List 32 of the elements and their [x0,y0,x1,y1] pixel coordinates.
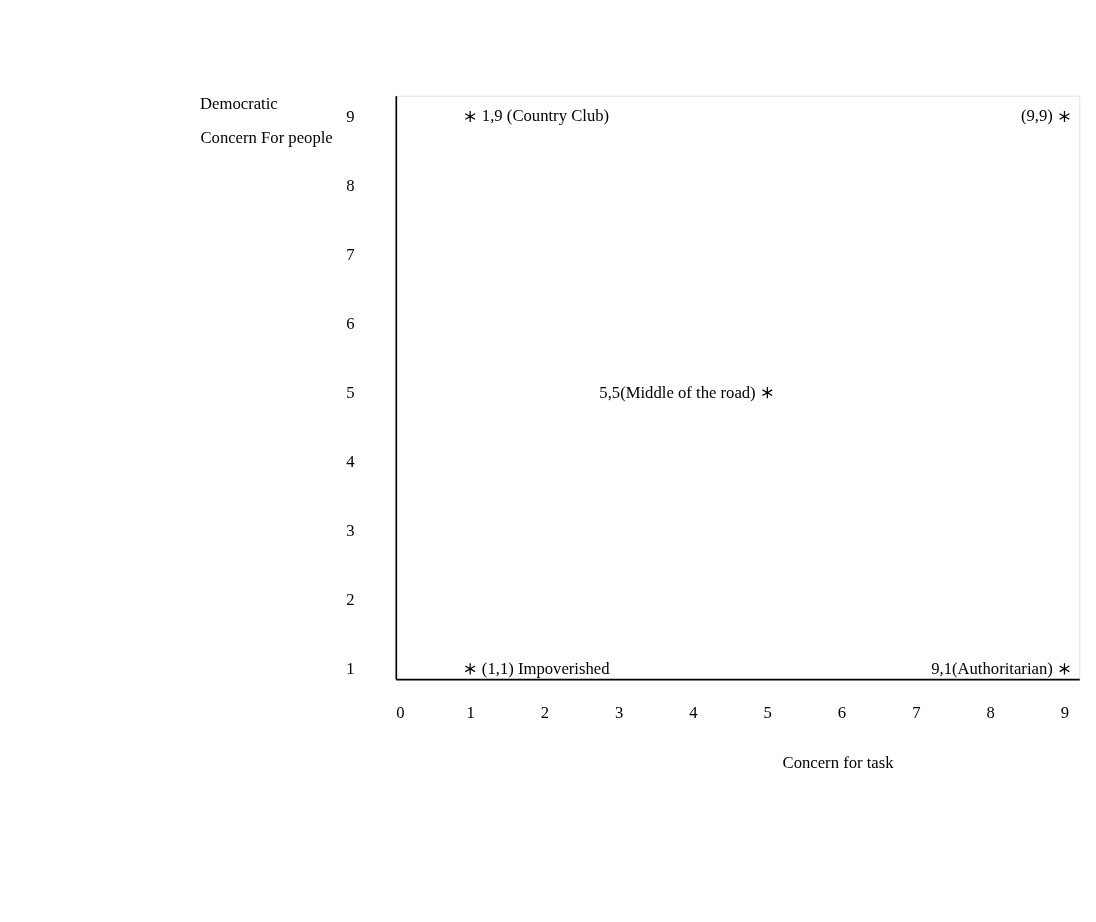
x-tick-label: 5 [763,702,772,722]
x-tick-label: 1 [466,702,475,722]
x-tick-label: 7 [912,702,921,722]
y-tick-label: 7 [346,245,355,264]
x-axis-title: Concern for task [782,752,895,772]
x-tick-label: 4 [689,702,699,722]
annotation: 9,1(Authoritarian) [931,658,1053,678]
y-tick-label: 3 [346,521,355,541]
point [1058,662,1070,676]
y-tick-label: 2 [346,590,355,610]
x-tick-label: 2 [540,702,550,722]
text: Democratic [200,94,278,114]
x-tick-label: 3 [615,702,624,722]
y-axis-title: Concern For people [200,127,333,147]
x-tick-label: 6 [837,702,847,722]
y-tick-label: 9 [346,106,355,126]
annotation: 5,5(Middle of the road) [599,382,756,402]
annotation: 1,9 (Country Club) [481,106,610,126]
y-tick-label: 5 [346,383,355,403]
y-tick-label: 6 [346,314,355,334]
y-tick-label: 1 [346,659,355,679]
point [1058,110,1070,123]
y-tick-label: 4 [346,452,356,472]
annotation: (9,9) [1020,106,1053,126]
y-tick-label: 8 [346,175,355,195]
point [761,386,773,399]
x-tick-label: 0 [396,702,405,722]
annotation: (1,1) Impoverished [481,658,611,678]
x-tick-label: 9 [1060,702,1070,722]
x-tick-label: 8 [986,702,995,722]
point [464,110,476,123]
point [464,662,476,676]
